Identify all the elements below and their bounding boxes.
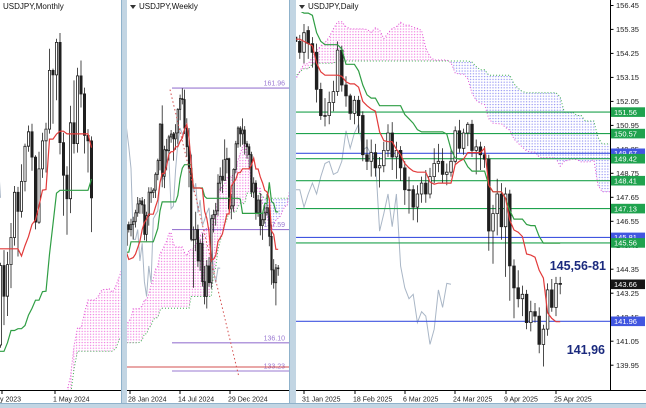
candles-up [302, 32, 558, 345]
kijun-sen-line [300, 12, 561, 244]
scale-price-flag-label: 143.66 [614, 280, 637, 289]
y-axis-tick-label: 147.65 [616, 193, 639, 202]
ichimoku-cloud-bear [296, 61, 610, 192]
x-axis-date-label: 9 Apr 2025 [504, 397, 538, 404]
y-axis-tick-label: 143.25 [616, 289, 639, 298]
scale-price-flag [611, 175, 645, 186]
kijun-sen-line [0, 178, 93, 352]
chart-canvas-monthly[interactable]: y 2023 1 May 2024 [0, 0, 121, 408]
x-axis-date-label: 14 Jul 2024 [178, 397, 214, 404]
scale-price-flag-label: 147.13 [614, 204, 637, 213]
scale-price-flag-label: 145.56 [614, 239, 637, 248]
chikou-span-line [127, 127, 221, 297]
tenkan-sen-line [127, 122, 279, 261]
scale-price-flag-label: 149.67 [614, 149, 637, 158]
ichimoku-cloud-bull [299, 21, 451, 72]
y-axis-tick-label: 150.95 [616, 121, 639, 130]
x-axis-date-label: 24 Mar 2025 [453, 397, 492, 404]
senkou-span-b-line [70, 338, 121, 390]
x-axis-date-label: 31 Jan 2025 [302, 397, 341, 404]
scale-price-flag-label: 149.42 [614, 155, 637, 164]
scale-price-flag [611, 153, 645, 164]
scale-price-flag-label: 151.56 [614, 108, 637, 117]
chart-canvas-daily[interactable]: 145,56-81 141,96 31 Jan 2025 18 Feb 2025 6 M… [296, 0, 646, 408]
y-axis-tick-label: 139.95 [616, 361, 639, 370]
scale-price-flag [611, 128, 645, 139]
x-axis-date-label: 25 Apr 2025 [554, 397, 592, 404]
price-zone-annotation[interactable]: 145,56-81 [550, 259, 606, 273]
y-axis-tick-label: 153.15 [616, 73, 639, 82]
scale-price-flag [611, 203, 645, 214]
scale-price-flag [611, 316, 645, 327]
chart-title-text: USDJPY,Weekly [139, 2, 198, 11]
plot-area[interactable]: 145,56-81 141,96 [296, 11, 619, 367]
x-axis-date-label: 6 Mar 2025 [403, 397, 439, 404]
chikou-span-line [0, 181, 1, 198]
chart-window-monthly[interactable]: USDJPY,Monthly y 2023 1 May 2024 [0, 0, 121, 408]
level-price-label: 136.10 [264, 335, 286, 342]
y-axis-tick-label: 141.05 [616, 337, 639, 346]
y-axis-tick-label: 154.25 [616, 49, 639, 58]
chart-window-weekly[interactable]: USDJPY,Weekly 161.96 147.59 136.10 133.23 28… [127, 0, 289, 408]
chart-window-daily[interactable]: USDJPY,Daily 145,56-81 141,96 31 Jan 2025 1… [296, 0, 646, 408]
ichimoku-cloud-bull [67, 271, 121, 390]
chart-title-text: USDJPY,Monthly [3, 2, 64, 11]
ichimoku-cloud-bull [127, 144, 263, 343]
scale-price-flag [611, 148, 645, 159]
y-axis-tick-label: 152.05 [616, 97, 639, 106]
scale-price-flag [611, 238, 645, 248]
scale-price-flag-label: 150.57 [614, 129, 637, 138]
scale-price-flag [611, 232, 645, 243]
chart-menu-arrow-icon[interactable] [130, 4, 136, 9]
chart-titlebar-monthly: USDJPY,Monthly [3, 2, 64, 11]
chart-title-text: USDJPY,Daily [308, 2, 359, 11]
chart-menu-arrow-icon[interactable] [299, 4, 305, 9]
chikou-span-line [296, 122, 452, 345]
scale-price-flag-label: 145.81 [614, 233, 637, 242]
chart-titlebar-daily: USDJPY,Daily [299, 2, 359, 11]
scale-price-flag-label: 141.96 [614, 317, 637, 326]
level-price-label: 161.96 [264, 81, 286, 88]
y-axis-tick-label: 144.35 [616, 265, 639, 274]
price-zone-annotation[interactable]: 141,96 [567, 343, 605, 357]
scale-price-flag [611, 279, 645, 290]
y-axis-tick-label: 146.55 [616, 217, 639, 226]
tenkan-sen-line [0, 130, 93, 258]
level-price-label: 147.59 [264, 222, 286, 229]
x-axis-date-label: 28 Jan 2024 [128, 397, 167, 404]
tenkan-sen-line [296, 38, 561, 323]
y-axis-tick-label: 148.75 [616, 169, 639, 178]
candles-down [127, 98, 280, 297]
x-axis-date-label: 29 Dec 2024 [228, 397, 268, 404]
window-bottom-frame [0, 403, 646, 408]
trendline[interactable] [169, 89, 240, 378]
y-axis-tick-label: 156.45 [616, 1, 639, 10]
scale-price-flag [611, 107, 645, 117]
x-axis-date-label: 1 May 2024 [53, 397, 90, 404]
x-axis-date-label: y 2023 [0, 397, 21, 404]
candles-up [0, 42, 79, 346]
scale-price-flag-label: 148.41 [614, 177, 637, 186]
x-axis-date-label: 18 Feb 2025 [353, 397, 392, 404]
price-scale[interactable]: 156.45 155.35 154.25 153.15 152.05 150.95 149.… [610, 0, 645, 391]
chart-titlebar-weekly: USDJPY,Weekly [130, 2, 198, 11]
y-axis-tick-label: 155.35 [616, 25, 639, 34]
plot-area[interactable] [0, 33, 121, 408]
candles-down [2, 42, 93, 297]
